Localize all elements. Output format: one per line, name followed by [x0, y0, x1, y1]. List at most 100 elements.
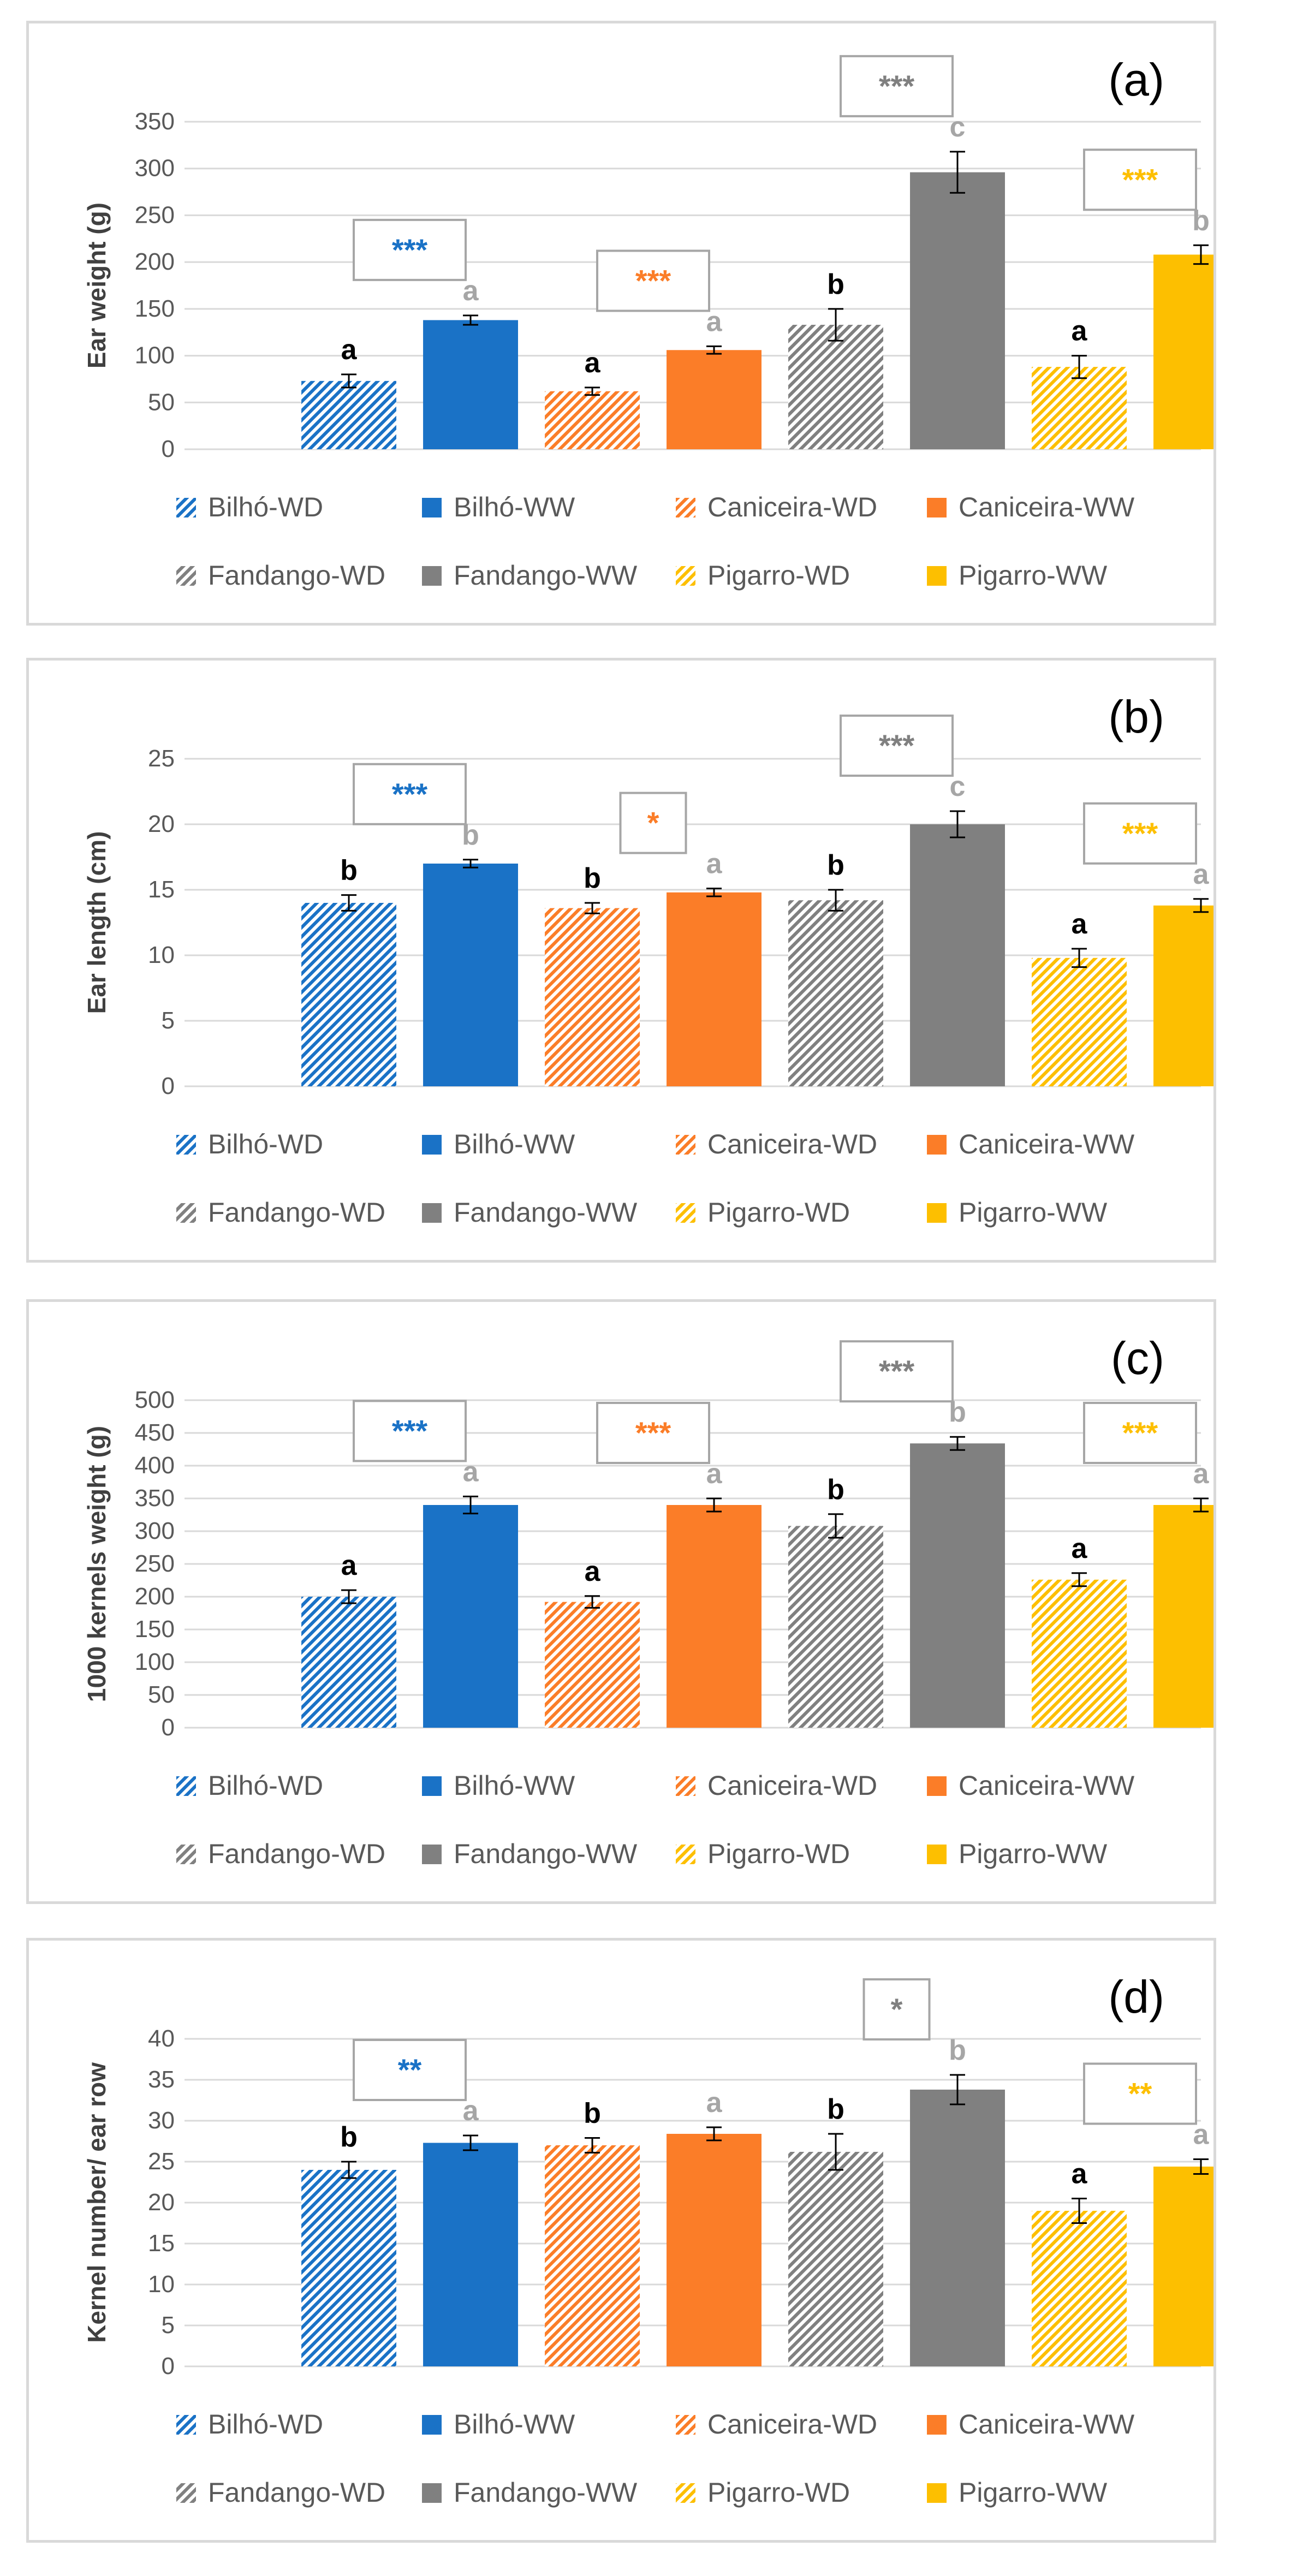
y-tick-label: 150 — [135, 1616, 175, 1643]
bar-fandango-wd — [788, 2152, 883, 2366]
significance-stars: *** — [635, 263, 671, 298]
y-tick-label: 35 — [148, 2066, 175, 2093]
legend-label: Pigarro-WW — [959, 560, 1108, 591]
legend-swatch — [422, 1845, 442, 1864]
panel-c: 0 50 100 150 200 250 300 350 400 450 500 1000 kerne… — [26, 1299, 1216, 1904]
panel-a: 0 50 100 150 200 250 300 350 Ear weight (g) (a) a a… — [26, 21, 1216, 626]
legend-swatch — [422, 1203, 442, 1223]
bar-pigarro-ww — [1153, 905, 1213, 1086]
bar-caniceira-ww — [667, 1505, 761, 1728]
legend-item-pigarro-ww: Pigarro-WW — [927, 1197, 1108, 1228]
legend-label: Fandango-WW — [454, 2477, 638, 2508]
significance-letter-pigarro-wd: a — [1072, 316, 1088, 347]
legend-label: Fandango-WD — [208, 1839, 385, 1869]
y-tick-label: 350 — [135, 1485, 175, 1512]
legend-label: Bilhó-WD — [208, 1770, 323, 1801]
y-tick-label: 450 — [135, 1419, 175, 1446]
legend-swatch — [176, 1845, 196, 1864]
significance-letter-fandango-ww: b — [949, 2034, 966, 2066]
significance-box — [840, 1340, 954, 1403]
bar-bilho-ww — [423, 2143, 519, 2366]
bar-bilho-ww — [423, 864, 519, 1086]
significance-letter-caniceira-wd: a — [585, 347, 601, 379]
legend-label: Caniceira-WD — [707, 492, 877, 522]
significance-stars: *** — [1122, 1415, 1158, 1450]
legend-swatch — [422, 566, 442, 586]
bar-pigarro-wd — [1032, 367, 1127, 449]
significance-stars: ** — [1128, 2077, 1152, 2111]
legend-item-caniceira-ww: Caniceira-WW — [927, 2409, 1135, 2440]
kernel-weight-chart: 0 50 100 150 200 250 300 350 400 450 500 1000 kerne… — [82, 1332, 1213, 1869]
significance-letter-fandango-wd: b — [827, 269, 844, 300]
legend-swatch — [676, 1845, 695, 1864]
legend-label: Bilhó-WD — [208, 2409, 323, 2440]
y-tick-label: 5 — [162, 1007, 175, 1034]
legend-label: Caniceira-WD — [707, 1770, 877, 1801]
legend-swatch — [927, 498, 947, 517]
legend-label: Caniceira-WD — [707, 2409, 877, 2440]
significance-box — [353, 763, 467, 825]
legend-swatch — [176, 1203, 196, 1223]
panel-label: (c) — [1111, 1332, 1164, 1384]
y-tick-label: 200 — [135, 248, 175, 275]
y-tick-label: 100 — [135, 342, 175, 369]
legend-swatch — [927, 1135, 947, 1155]
y-tick-label: 500 — [135, 1387, 175, 1413]
significance-stars: *** — [879, 69, 915, 103]
legend-swatch — [176, 2483, 196, 2503]
significance-stars: *** — [879, 1354, 915, 1388]
panel-d: 0 5 10 15 20 25 30 35 40 Kernel number/ ear row (d… — [26, 1938, 1216, 2543]
bar-fandango-ww — [910, 172, 1005, 449]
legend-item-bilho-wd: Bilhó-WD — [176, 492, 323, 522]
legend-item-bilho-ww: Bilhó-WW — [422, 1770, 575, 1801]
significance-box — [596, 249, 711, 312]
y-tick-label: 20 — [148, 2189, 175, 2216]
significance-box — [619, 792, 687, 854]
legend-swatch — [422, 2483, 442, 2503]
bar-bilho-wd — [301, 380, 397, 449]
y-tick-label: 20 — [148, 811, 175, 837]
y-tick-label: 150 — [135, 295, 175, 322]
legend-swatch — [676, 566, 695, 586]
legend-item-bilho-ww: Bilhó-WW — [422, 2409, 575, 2440]
legend-swatch — [927, 566, 947, 586]
legend-swatch — [176, 498, 196, 517]
legend-label: Pigarro-WD — [707, 560, 850, 591]
significance-letter-caniceira-wd: b — [584, 862, 601, 894]
legend-label: Bilhó-WD — [208, 492, 323, 522]
legend-label: Pigarro-WD — [707, 1839, 850, 1869]
y-tick-label: 250 — [135, 201, 175, 228]
significance-stars: *** — [879, 728, 915, 763]
legend-item-caniceira-ww: Caniceira-WW — [927, 492, 1135, 522]
panel-label: (a) — [1108, 54, 1164, 105]
significance-stars: ** — [398, 2053, 422, 2087]
bar-pigarro-ww — [1153, 254, 1213, 449]
bar-fandango-wd — [788, 900, 883, 1086]
bar-fandango-wd — [788, 325, 883, 449]
bar-fandango-ww — [910, 824, 1005, 1086]
significance-letter-fandango-wd: b — [827, 849, 844, 881]
bar-caniceira-ww — [667, 350, 761, 449]
legend-label: Fandango-WD — [208, 1197, 385, 1228]
legend-item-caniceira-ww: Caniceira-WW — [927, 1129, 1135, 1159]
panel-label: (d) — [1108, 1971, 1164, 2022]
significance-stars: *** — [392, 1413, 428, 1448]
legend-item-pigarro-wd: Pigarro-WD — [676, 1839, 850, 1869]
significance-stars: *** — [1122, 816, 1158, 850]
legend-swatch — [927, 1203, 947, 1223]
significance-box — [353, 2039, 467, 2101]
legend-label: Caniceira-WW — [959, 1129, 1135, 1159]
legend-item-caniceira-wd: Caniceira-WD — [676, 1770, 877, 1801]
legend-label: Pigarro-WW — [959, 1839, 1108, 1869]
legend-label: Fandango-WW — [454, 560, 638, 591]
legend-label: Caniceira-WW — [959, 492, 1135, 522]
panel-label: (b) — [1108, 691, 1164, 742]
ear-weight-chart: 0 50 100 150 200 250 300 350 Ear weight (g) (a) a a… — [82, 54, 1213, 591]
significance-letter-caniceira-ww: a — [706, 848, 723, 880]
significance-box — [1083, 2062, 1198, 2125]
legend-swatch — [676, 1203, 695, 1223]
legend-swatch — [422, 1135, 442, 1155]
significance-box — [1083, 802, 1198, 865]
significance-letter-caniceira-wd: a — [585, 1556, 601, 1587]
significance-box — [596, 1402, 711, 1464]
